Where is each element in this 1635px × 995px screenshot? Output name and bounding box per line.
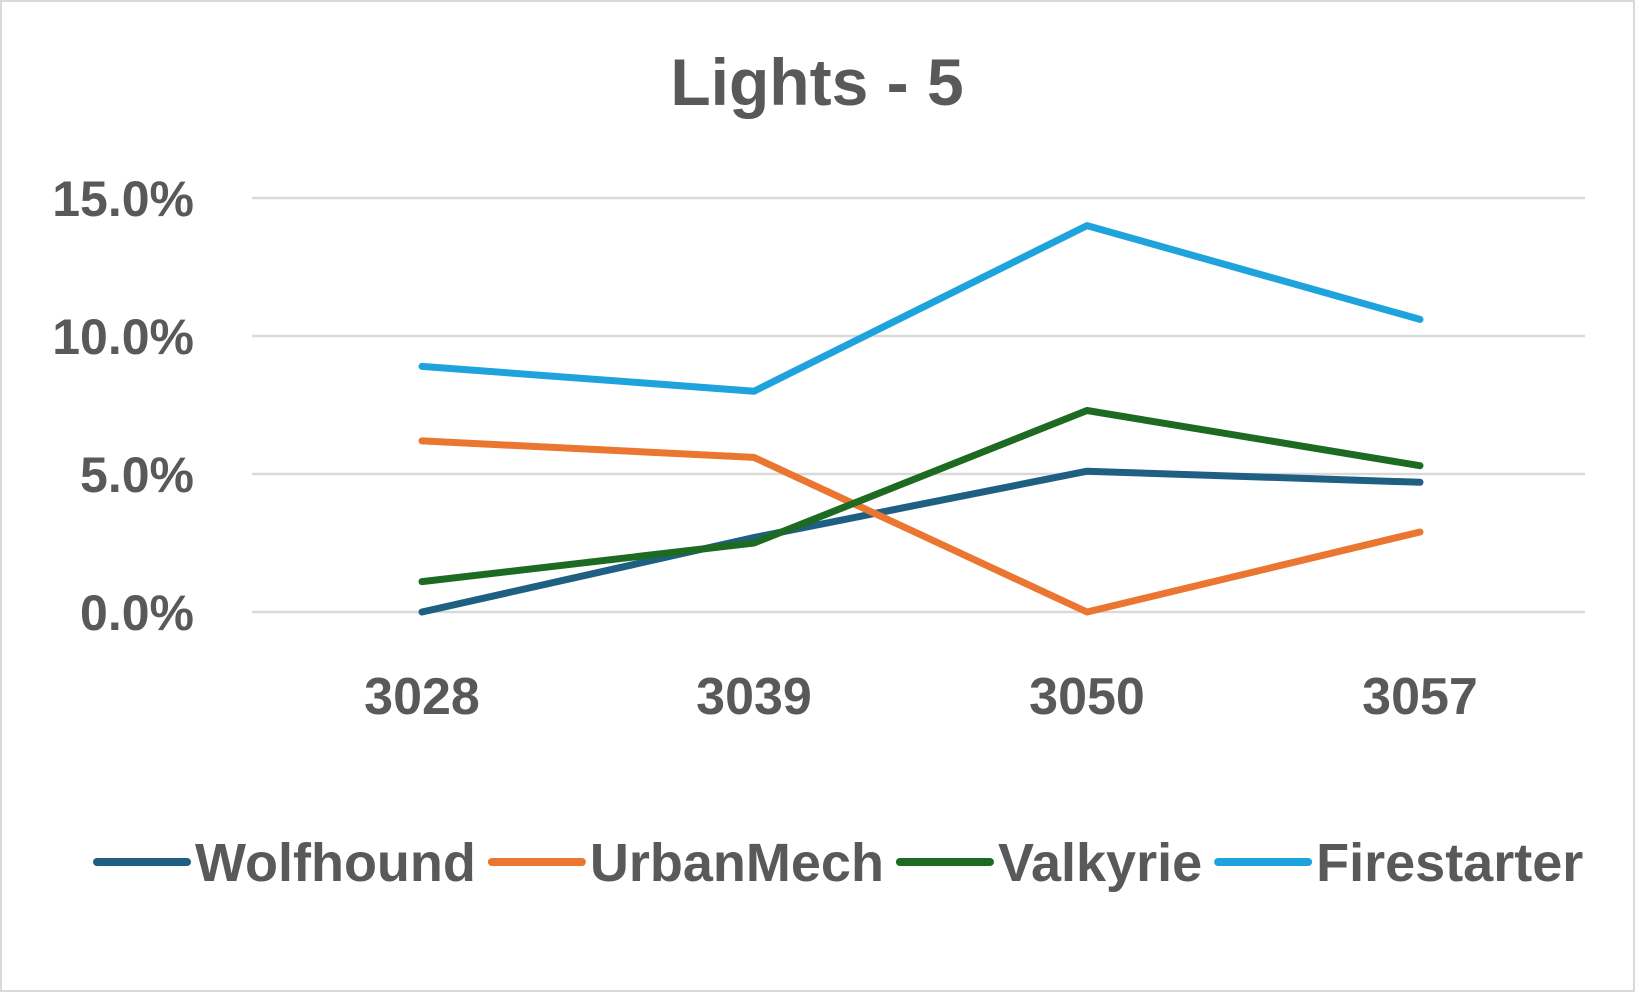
x-tick-label: 3039 [696,668,812,726]
x-tick-label: 3028 [364,668,480,726]
chart-title: Lights - 5 [670,45,963,119]
series-line-wolfhound [418,467,1424,616]
legend-item-valkyrie: Valkyrie [895,833,1202,893]
x-tick-label: 3057 [1362,668,1478,726]
legend-label: Firestarter [1316,833,1583,893]
x-tick-label: 3050 [1029,668,1145,726]
legend-item-wolfhound: Wolfhound [93,833,476,893]
y-tick-label: 10.0% [52,309,194,365]
legend-label: Wolfhound [195,833,476,893]
legend-item-firestarter: Firestarter [1214,833,1583,893]
x-axis-ticks: 3028 3039 3050 3057 [364,668,1478,726]
series-lines [418,222,1424,616]
y-tick-label: 15.0% [52,171,194,227]
y-axis-ticks: 0.0% 5.0% 10.0% 15.0% [52,171,194,641]
legend-item-urbanmech: UrbanMech [487,833,884,893]
legend-label: Valkyrie [998,833,1202,893]
series-line-valkyrie [418,407,1424,586]
gridlines [252,196,1585,614]
series-line-firestarter [418,222,1424,395]
legend-label: UrbanMech [590,833,884,893]
y-tick-label: 5.0% [80,447,194,503]
legend: Wolfhound UrbanMech Valkyrie Firestarter [93,833,1583,893]
series-line-urbanmech [418,437,1424,616]
y-tick-label: 0.0% [80,585,194,641]
